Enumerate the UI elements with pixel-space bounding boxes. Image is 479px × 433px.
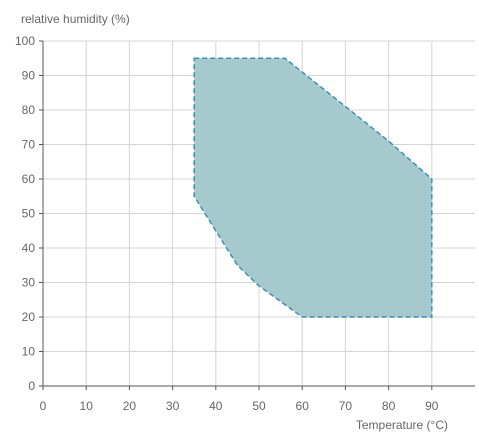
x-tick-label: 10 bbox=[80, 399, 94, 413]
x-axis-title: Temperature (°C) bbox=[356, 418, 448, 432]
x-tick-label: 60 bbox=[296, 399, 310, 413]
y-tick-label: 30 bbox=[22, 276, 36, 290]
y-tick-label: 10 bbox=[22, 345, 36, 359]
x-tick-label: 80 bbox=[382, 399, 396, 413]
x-tick-label: 70 bbox=[339, 399, 353, 413]
y-tick-label: 50 bbox=[22, 207, 36, 221]
y-axis-title: relative humidity (%) bbox=[21, 12, 130, 26]
y-tick-label: 90 bbox=[22, 69, 36, 83]
x-tick-label: 40 bbox=[209, 399, 223, 413]
y-tick-label: 100 bbox=[15, 34, 35, 48]
y-tick-label: 0 bbox=[28, 379, 35, 393]
axes bbox=[39, 40, 475, 390]
y-tick-label: 80 bbox=[22, 103, 36, 117]
y-tick-label: 40 bbox=[22, 241, 36, 255]
x-tick-label: 20 bbox=[123, 399, 137, 413]
x-tick-label: 90 bbox=[425, 399, 439, 413]
x-tick-label: 0 bbox=[40, 399, 47, 413]
y-tick-label: 60 bbox=[22, 172, 36, 186]
operating-region-polygon bbox=[193, 57, 433, 318]
x-tick-label: 30 bbox=[166, 399, 180, 413]
operating-region bbox=[193, 57, 433, 318]
x-tick-label: 50 bbox=[252, 399, 266, 413]
y-tick-label: 70 bbox=[22, 138, 36, 152]
x-tick-labels: 0 10 20 30 40 50 60 70 80 90 bbox=[40, 399, 439, 413]
y-tick-label: 20 bbox=[22, 310, 36, 324]
y-tick-labels: 0 10 20 30 40 50 60 70 80 90 100 bbox=[15, 34, 35, 393]
